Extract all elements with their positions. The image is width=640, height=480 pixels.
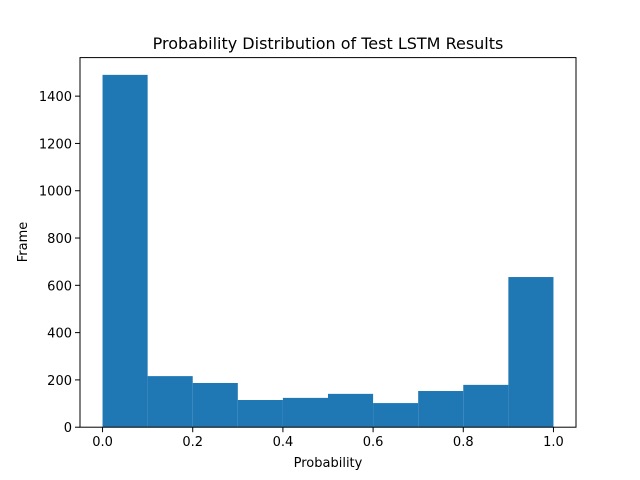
bar xyxy=(463,384,509,428)
axes-frame xyxy=(79,57,577,428)
y-tick-label: 200 xyxy=(47,374,72,389)
y-tick-label: 1400 xyxy=(39,90,72,105)
bar xyxy=(328,393,374,428)
bar xyxy=(192,382,238,428)
y-tick-label: 1200 xyxy=(39,137,72,152)
x-tick-label: 1.0 xyxy=(543,435,564,450)
x-tick-label: 0.2 xyxy=(182,435,203,450)
y-tick-label: 600 xyxy=(47,279,72,294)
y-tick-label: 1000 xyxy=(39,185,72,200)
bar xyxy=(102,74,148,428)
bar xyxy=(508,277,554,428)
bar xyxy=(147,376,193,428)
bar xyxy=(373,403,419,428)
y-axis-label: Frame xyxy=(16,222,31,263)
y-tick-label: 400 xyxy=(47,327,72,342)
x-tick-label: 0.0 xyxy=(92,435,113,450)
x-axis-label: Probability xyxy=(294,456,363,471)
chart-title: Probability Distribution of Test LSTM Re… xyxy=(153,34,504,53)
x-tick-label: 0.8 xyxy=(453,435,474,450)
x-tick-label: 0.4 xyxy=(273,435,294,450)
bar xyxy=(237,400,283,428)
bar xyxy=(282,397,328,428)
bar xyxy=(418,391,464,428)
y-tick-label: 0 xyxy=(64,421,72,436)
y-tick-label: 800 xyxy=(47,232,72,247)
x-tick-label: 0.6 xyxy=(363,435,384,450)
